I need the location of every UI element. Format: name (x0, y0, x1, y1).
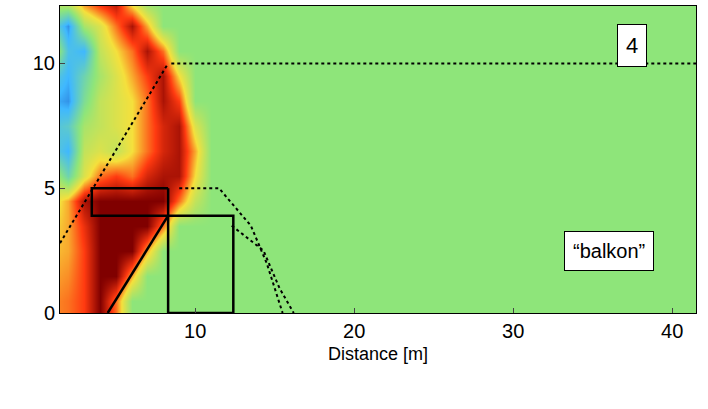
svg-text:“balkon”: “balkon” (573, 240, 645, 262)
svg-text:5: 5 (44, 177, 55, 199)
svg-text:10: 10 (33, 52, 55, 74)
svg-text:30: 30 (502, 320, 524, 342)
svg-text:10: 10 (184, 320, 206, 342)
svg-text:20: 20 (343, 320, 365, 342)
svg-text:Distance [m]: Distance [m] (328, 344, 428, 364)
svg-text:40: 40 (661, 320, 683, 342)
svg-text:4: 4 (626, 33, 638, 58)
svg-text:0: 0 (44, 302, 55, 324)
